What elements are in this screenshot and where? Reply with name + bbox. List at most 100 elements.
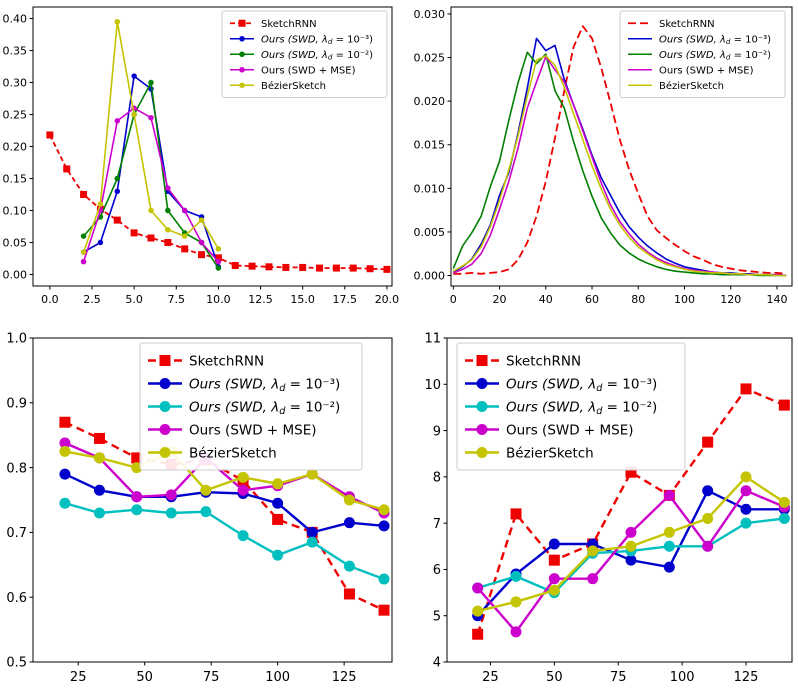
y-tick-label: 0.25 <box>3 108 28 121</box>
y-tick-label: 0.40 <box>3 12 28 25</box>
marker-square <box>366 265 374 273</box>
marker-circle <box>476 424 488 435</box>
marker-circle <box>740 485 752 497</box>
series-line <box>64 450 385 511</box>
marker-square <box>80 190 88 198</box>
legend-label: Ours (SWD + MSE) <box>659 65 754 76</box>
marker-circle <box>114 188 121 195</box>
marker-circle <box>702 513 714 525</box>
marker-circle <box>80 233 87 239</box>
marker-circle <box>378 520 390 532</box>
marker-square <box>343 588 355 600</box>
marker-square <box>159 355 171 366</box>
marker-square <box>740 383 752 395</box>
x-tick-label: 0.0 <box>41 293 59 306</box>
marker-square <box>113 216 121 224</box>
legend-label: BézierSketch <box>261 80 326 92</box>
y-tick-label: 0.9 <box>6 396 27 411</box>
x-tick-label: 20.0 <box>375 293 400 306</box>
y-tick-label: 10 <box>424 378 441 393</box>
marker-circle <box>198 239 205 246</box>
x-tick-label: 25 <box>70 670 87 685</box>
legend-label: SketchRNN <box>261 19 317 30</box>
y-tick-label: 0.030 <box>414 8 446 21</box>
marker-circle <box>215 265 222 271</box>
legend-label: Ours (SWD, λd = 10⁻²) <box>506 399 657 416</box>
marker-circle <box>165 207 171 214</box>
x-tick-label: 17.5 <box>333 293 358 306</box>
marker-circle <box>97 239 104 246</box>
plot-frame <box>32 6 393 287</box>
marker-circle <box>778 513 790 525</box>
marker-circle <box>476 401 488 412</box>
y-tick-label: 6 <box>433 563 441 578</box>
marker-square <box>299 263 307 271</box>
legend-box <box>619 10 786 98</box>
series-line <box>82 20 220 253</box>
y-tick-label: 0.000 <box>414 269 446 282</box>
marker-circle <box>510 570 522 582</box>
marker-square <box>238 19 246 27</box>
marker-circle <box>237 484 249 496</box>
marker-circle <box>272 549 284 561</box>
x-tick-label: 100 <box>670 670 695 685</box>
x-tick-label: 75 <box>610 670 627 685</box>
series-ours-swd-mse <box>80 105 222 265</box>
x-tick-label: 0 <box>450 293 457 306</box>
marker-circle <box>663 526 675 538</box>
legend: SketchRNN Ours (SWD, λd = 10⁻³) Ours (SWD,… <box>619 10 786 98</box>
x-tick-label: 5.0 <box>125 293 143 306</box>
y-tick-label: 1.0 <box>6 332 27 347</box>
marker-circle <box>198 217 205 223</box>
marker-circle <box>200 484 212 496</box>
marker-circle <box>239 82 245 88</box>
marker-circle <box>663 561 675 573</box>
series-line <box>64 473 385 534</box>
marker-circle <box>740 517 752 529</box>
y-tick-label: 0.10 <box>3 204 28 217</box>
x-tick-label: 100 <box>265 670 290 685</box>
y-tick-label: 0.00 <box>3 268 28 281</box>
y-tick-label: 0.30 <box>3 76 28 89</box>
marker-circle <box>510 596 522 608</box>
legend-label: SketchRNN <box>189 353 264 369</box>
marker-circle <box>93 507 105 519</box>
x-tick-label: 125 <box>332 670 357 685</box>
marker-circle <box>237 471 249 483</box>
marker-circle <box>159 378 171 389</box>
x-tick-label: 80 <box>631 293 645 306</box>
marker-square <box>46 131 54 139</box>
marker-circle <box>587 573 599 585</box>
legend: SketchRNN Ours (SWD, λd = 10⁻³) Ours (SWD,… <box>456 342 686 471</box>
marker-circle <box>272 497 284 509</box>
marker-circle <box>181 207 188 214</box>
marker-square <box>181 245 189 253</box>
chart-top-left: 0.0 2.5 5.0 7.5 10.0 12.5 15.0 17.5 20.0 0.00 0.05… <box>3 6 400 306</box>
series-ours-swd-d-10 <box>472 513 790 599</box>
series-ours-swd-mse <box>472 485 790 638</box>
marker-circle <box>239 51 245 57</box>
marker-square <box>625 466 637 478</box>
x-tick-label: 50 <box>136 670 153 685</box>
series-b-ziersketch <box>80 18 222 255</box>
y-tick-label: 0.15 <box>3 172 28 185</box>
y-tick-label: 0.20 <box>3 140 28 153</box>
x-tick-label: 40 <box>539 293 553 306</box>
marker-circle <box>215 258 222 265</box>
x-tick-label: 10.0 <box>206 293 231 306</box>
marker-square <box>476 355 488 366</box>
marker-circle <box>80 249 87 255</box>
marker-circle <box>80 258 87 265</box>
legend-box <box>456 342 686 471</box>
marker-circle <box>93 452 105 464</box>
marker-square <box>702 436 714 448</box>
marker-circle <box>343 560 355 572</box>
marker-circle <box>59 437 71 449</box>
x-tick-label: 140 <box>766 293 787 306</box>
legend-label: Ours (SWD, λd = 10⁻²) <box>659 50 771 62</box>
marker-circle <box>548 538 560 550</box>
marker-circle <box>378 573 390 585</box>
y-tick-label: 0.6 <box>6 591 27 606</box>
x-tick-label: 120 <box>720 293 741 306</box>
